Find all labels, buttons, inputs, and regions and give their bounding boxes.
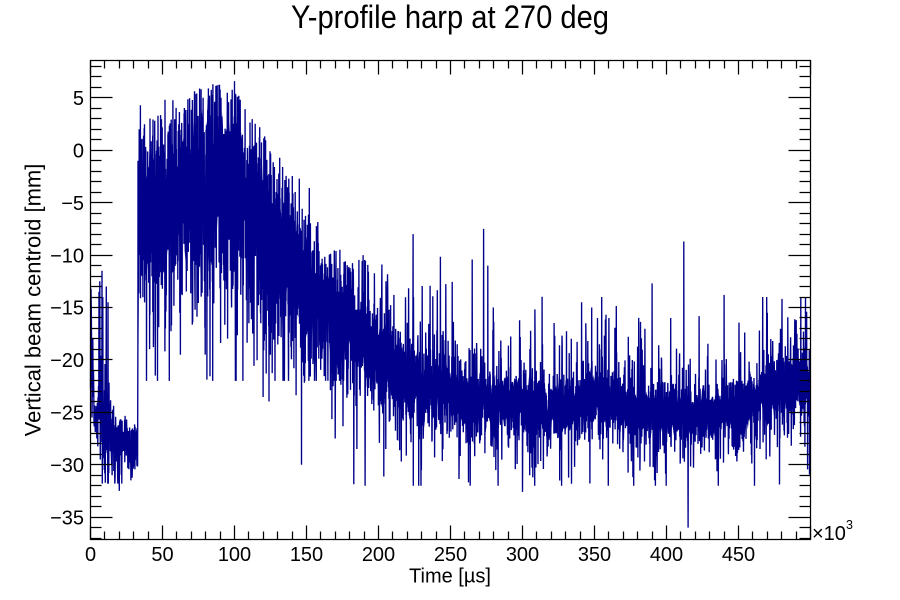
svg-text:−25: −25 bbox=[50, 403, 84, 425]
svg-text:400: 400 bbox=[650, 544, 683, 566]
svg-text:−20: −20 bbox=[50, 350, 84, 372]
svg-text:50: 50 bbox=[151, 544, 173, 566]
svg-text:−35: −35 bbox=[50, 507, 84, 529]
svg-text:150: 150 bbox=[290, 544, 323, 566]
svg-text:Vertical beam centroid [mm]: Vertical beam centroid [mm] bbox=[21, 164, 46, 437]
svg-text:0: 0 bbox=[85, 544, 96, 566]
svg-text:−10: −10 bbox=[50, 245, 84, 267]
svg-text:450: 450 bbox=[722, 544, 755, 566]
svg-text:Time [µs]: Time [µs] bbox=[409, 566, 491, 588]
svg-text:0: 0 bbox=[73, 141, 84, 163]
svg-text:350: 350 bbox=[578, 544, 611, 566]
svg-text:5: 5 bbox=[73, 88, 84, 110]
svg-text:200: 200 bbox=[362, 544, 395, 566]
svg-text:−15: −15 bbox=[50, 298, 84, 320]
svg-text:300: 300 bbox=[506, 544, 539, 566]
svg-text:250: 250 bbox=[434, 544, 467, 566]
svg-text:−30: −30 bbox=[50, 455, 84, 477]
svg-text:−5: −5 bbox=[61, 193, 84, 215]
svg-text:Y-profile harp at 270 deg: Y-profile harp at 270 deg bbox=[291, 0, 609, 35]
svg-text:100: 100 bbox=[218, 544, 251, 566]
